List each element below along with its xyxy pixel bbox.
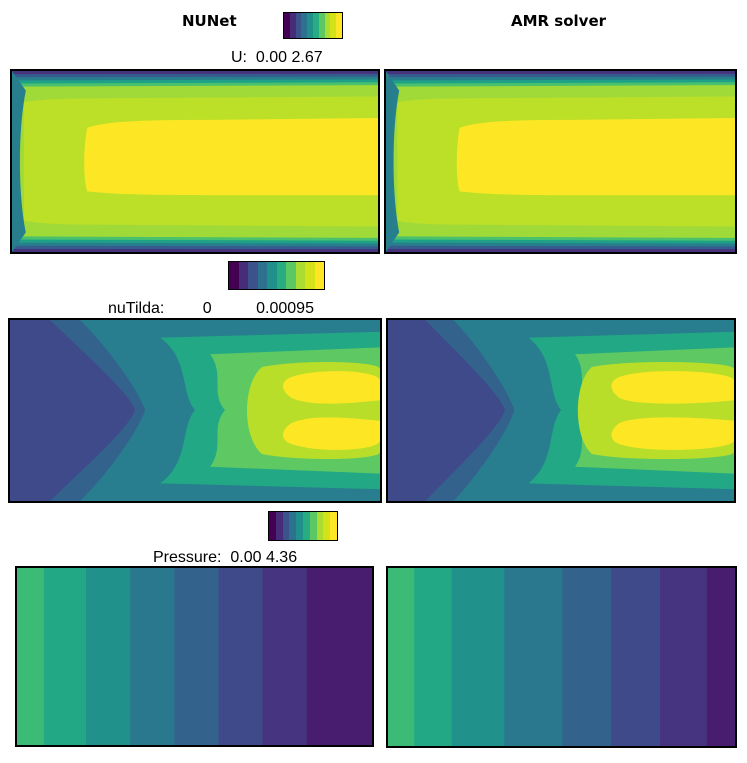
nutilda-lobe-lower xyxy=(283,417,380,450)
colorbar-swatch xyxy=(229,262,239,289)
pressure-band xyxy=(414,568,453,746)
nutilda-field-name: nuTilda: xyxy=(108,300,165,317)
nutilda-lobe-upper xyxy=(283,371,380,404)
u-contour-band xyxy=(84,117,378,196)
nutilda-nunet-panel xyxy=(8,318,382,503)
nutilda-max-value: 0.00095 xyxy=(256,300,314,317)
pressure-band xyxy=(174,568,219,745)
pressure-band xyxy=(659,568,708,746)
nutilda-lobe-upper xyxy=(611,371,734,404)
column-title-nunet: NUNet xyxy=(182,12,237,30)
pressure-field-name: Pressure: xyxy=(153,549,222,566)
nutilda-amr-field xyxy=(388,320,734,501)
pressure-band xyxy=(218,568,264,745)
u-max-value: 2.67 xyxy=(291,49,323,66)
column-title-amr-solver: AMR solver xyxy=(511,12,607,30)
colorbar-swatch xyxy=(276,262,286,289)
colorbar-swatch xyxy=(318,13,325,38)
colorbar-swatch xyxy=(324,13,331,38)
u-min-value: 0.00 xyxy=(255,49,288,66)
u-contour-band xyxy=(456,117,735,196)
pressure-nunet-panel xyxy=(15,566,374,747)
nutilda-min-value: 0 xyxy=(202,300,212,317)
colorbar-swatch xyxy=(289,512,297,540)
colorbar-swatch xyxy=(305,262,315,289)
u-colorbar-label: U: 0.00 2.67 xyxy=(231,49,323,67)
pressure-band xyxy=(611,568,661,746)
u-field-name: U: xyxy=(231,49,247,66)
colorbar-swatch xyxy=(267,262,277,289)
pressure-amr-panel xyxy=(386,566,737,748)
nutilda-amr-panel xyxy=(386,318,736,503)
u-inlet-band xyxy=(386,71,400,252)
nutilda-colorbar xyxy=(228,261,325,290)
colorbar-swatch xyxy=(330,13,337,38)
colorbar-swatch xyxy=(269,512,276,540)
pressure-max-value: 4.36 xyxy=(265,549,298,566)
colorbar-swatch xyxy=(302,512,310,540)
pressure-band xyxy=(562,568,612,746)
pressure-band xyxy=(451,568,505,746)
u-colorbar xyxy=(283,12,343,39)
colorbar-swatch xyxy=(295,262,305,289)
pressure-band xyxy=(388,568,415,746)
pressure-band xyxy=(306,568,372,745)
colorbar-swatch xyxy=(238,262,248,289)
colorbar-swatch xyxy=(307,13,313,38)
colorbar-swatch xyxy=(286,262,296,289)
nutilda-nunet-field xyxy=(10,320,380,501)
colorbar-swatch xyxy=(309,512,317,540)
colorbar-swatch xyxy=(248,262,258,289)
pressure-amr-field xyxy=(388,568,735,746)
pressure-band xyxy=(17,568,45,745)
colorbar-swatch xyxy=(301,13,308,38)
nutilda-colorbar-label: nuTilda: 0 0.00095 xyxy=(108,300,314,318)
colorbar-swatch xyxy=(257,262,267,289)
nutilda-lobe-lower xyxy=(611,417,734,450)
pressure-colorbar-label: Pressure: 0.00 4.36 xyxy=(153,549,297,567)
colorbar-swatch xyxy=(316,512,324,540)
colorbar-swatch xyxy=(336,13,342,38)
pressure-colorbar xyxy=(268,511,338,541)
colorbar-swatch xyxy=(323,512,331,540)
colorbar-swatch xyxy=(314,262,324,289)
u-inlet-band xyxy=(12,71,26,252)
colorbar-swatch xyxy=(330,512,337,540)
colorbar-swatch xyxy=(289,13,296,38)
pressure-band xyxy=(86,568,131,745)
pressure-band xyxy=(706,568,735,746)
colorbar-swatch xyxy=(296,512,303,540)
pressure-nunet-field xyxy=(17,568,372,745)
pressure-min-value: 0.00 xyxy=(230,549,262,566)
colorbar-swatch xyxy=(284,13,290,38)
colorbar-swatch xyxy=(282,512,290,540)
pressure-band xyxy=(262,568,308,745)
colorbar-swatch xyxy=(295,13,302,38)
u-amr-panel xyxy=(384,69,737,254)
u-amr-field xyxy=(386,71,735,252)
u-nunet-field xyxy=(12,71,378,252)
pressure-band xyxy=(43,568,87,745)
colorbar-swatch xyxy=(312,13,319,38)
u-nunet-panel xyxy=(10,69,380,254)
pressure-band xyxy=(504,568,563,746)
pressure-band xyxy=(130,568,175,745)
colorbar-swatch xyxy=(275,512,283,540)
